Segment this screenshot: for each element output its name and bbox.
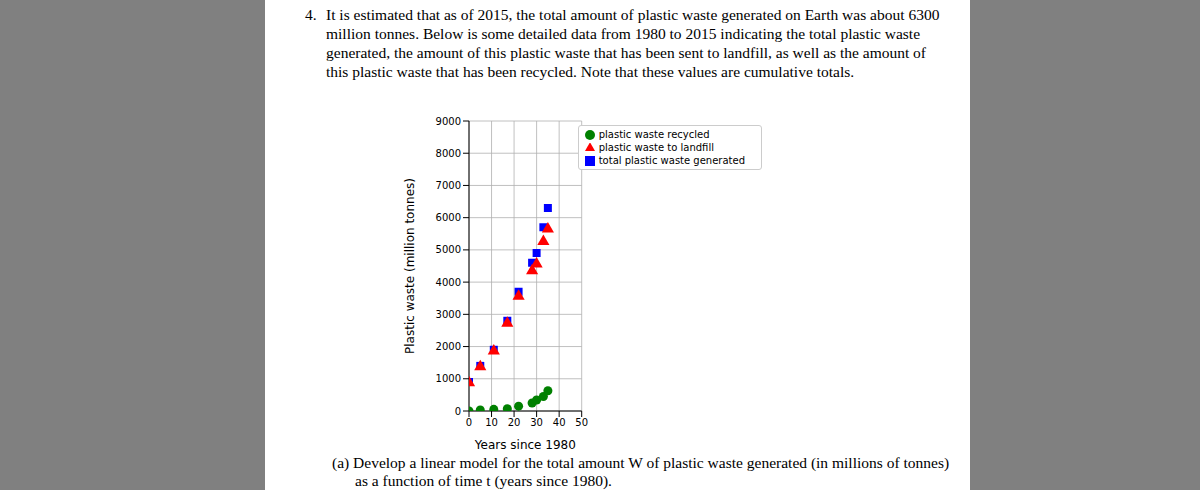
html-text:plastic waste to landfill: plastic waste to landfill [598, 142, 714, 153]
svg-text:9000: 9000 [436, 116, 461, 127]
svg-text:2000: 2000 [436, 341, 461, 352]
html-text:generated, the amount of this: generated, the amount of this plastic wa… [326, 44, 926, 61]
svg-text:1000: 1000 [436, 373, 461, 384]
svg-text:30: 30 [530, 417, 543, 428]
html-text:this plastic waste that has be: this plastic waste that has been recycle… [326, 63, 855, 80]
svg-text:0: 0 [455, 406, 461, 417]
svg-text:Plastic waste (million tonnes): Plastic waste (million tonnes) [403, 178, 417, 354]
svg-text:8000: 8000 [436, 148, 461, 159]
html-text:It is estimated that as of 201: It is estimated that as of 2015, the tot… [326, 6, 940, 23]
svg-text:4000: 4000 [436, 277, 461, 288]
svg-text:7000: 7000 [436, 180, 461, 191]
html-text:total plastic waste generated: total plastic waste generated [598, 155, 745, 166]
html-text:(a) Develop a linear model for: (a) Develop a linear model for the total… [332, 454, 950, 471]
svg-text:3000: 3000 [436, 309, 461, 320]
svg-text:40: 40 [553, 417, 566, 428]
html-text:as a function of time t (years: as a function of time t (years since 198… [355, 472, 612, 489]
svg-text:5000: 5000 [436, 244, 461, 255]
html-text:million tonnes. Below is some: million tonnes. Below is some detailed d… [326, 25, 921, 42]
svg-text:10: 10 [485, 417, 498, 428]
svg-text:6000: 6000 [436, 212, 461, 223]
svg-text:Years since 1980: Years since 1980 [474, 438, 576, 452]
svg-text:20: 20 [508, 417, 521, 428]
html-text:plastic waste recycled: plastic waste recycled [598, 129, 710, 140]
html-text:4.: 4. [305, 6, 317, 23]
svg-text:50: 50 [575, 417, 588, 428]
svg-text:0: 0 [466, 417, 472, 428]
